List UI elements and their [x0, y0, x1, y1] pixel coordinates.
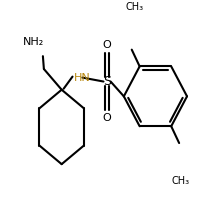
Text: O: O [103, 113, 111, 123]
Text: O: O [103, 40, 111, 50]
Text: S: S [103, 75, 111, 88]
Text: CH₃: CH₃ [171, 176, 189, 186]
Text: NH₂: NH₂ [23, 37, 44, 47]
Text: HN: HN [73, 73, 90, 83]
Text: CH₃: CH₃ [126, 2, 144, 12]
